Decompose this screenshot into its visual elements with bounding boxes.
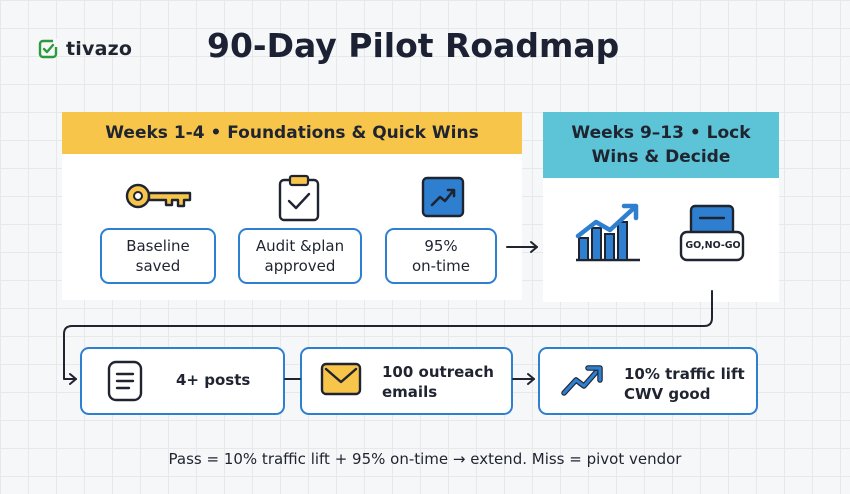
deliverable-traffic-label: 10% traffic lift CWV good [624, 364, 745, 404]
deliverable-outreach [300, 347, 513, 415]
deliverable-traffic-line2: CWV good [624, 385, 711, 403]
loop-connector [63, 290, 713, 380]
go-no-go-gate-icon [679, 204, 745, 262]
deliverable-traffic-line1: 10% traffic lift [624, 365, 745, 383]
milestone-audit-plan: Audit &plan approved [238, 228, 362, 284]
clipboard-check-icon [278, 174, 320, 222]
lock-wins-header: Weeks 9–13 • Lock Wins & Decide [543, 112, 779, 178]
brand-logo: tivazo [38, 38, 132, 60]
bar-chart-up-icon [575, 203, 640, 262]
go-no-go-label: GO,NO-GO [685, 240, 741, 251]
trend-square-icon [421, 176, 465, 218]
milestone-on-time-line1: 95% [424, 237, 458, 255]
milestone-audit-line1: Audit &plan [255, 237, 345, 255]
milestone-audit-line2: approved [264, 257, 336, 275]
tivazo-logo-icon [38, 39, 59, 59]
deliverable-posts-label: 4+ posts [176, 371, 251, 389]
milestone-on-time-line2: on-time [412, 257, 470, 275]
deliverable-outreach-label: 100 outreach emails [382, 362, 494, 402]
decision-rule: Pass = 10% traffic lift + 95% on-time → … [168, 450, 682, 468]
deliverable-outreach-line2: emails [382, 383, 438, 401]
key-icon [125, 183, 192, 209]
deliverable-outreach-line1: 100 outreach [382, 363, 494, 381]
envelope-icon [320, 362, 362, 396]
milestone-baseline: Baseline saved [100, 228, 216, 284]
milestone-baseline-line2: saved [135, 257, 181, 275]
milestone-on-time: 95% on-time [385, 228, 497, 284]
milestone-baseline-line1: Baseline [126, 237, 190, 255]
document-icon [107, 360, 143, 402]
trend-up-icon [561, 365, 603, 396]
brand-name: tivazo [66, 38, 133, 60]
foundations-header: Weeks 1-4 • Foundations & Quick Wins [62, 112, 522, 154]
page-title: 90-Day Pilot Roadmap [207, 26, 620, 65]
